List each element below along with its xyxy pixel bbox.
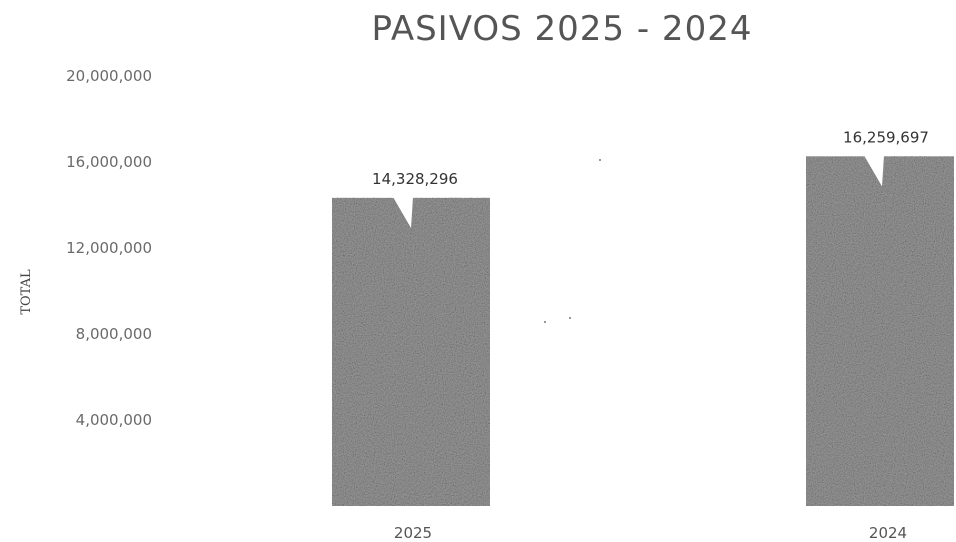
chart-title: PASIVOS 2025 - 2024 bbox=[372, 9, 753, 49]
scan-speck bbox=[569, 317, 571, 319]
data-label-pointer bbox=[393, 196, 413, 228]
y-axis-ticks: 4,000,000 8,000,000 12,000,000 16,000,000 20… bbox=[66, 67, 152, 429]
data-label-2025: 14,328,296 bbox=[372, 170, 458, 188]
y-axis-label: TOTAL bbox=[19, 269, 34, 315]
scan-speck bbox=[599, 159, 601, 161]
x-axis-categories: 2025 2024 bbox=[394, 524, 907, 542]
data-label-2024: 16,259,697 bbox=[843, 128, 929, 146]
data-label-pointer bbox=[864, 155, 884, 187]
y-tick-label: 20,000,000 bbox=[66, 67, 152, 85]
y-tick-label: 4,000,000 bbox=[76, 411, 152, 429]
x-category-label: 2025 bbox=[394, 524, 432, 542]
bars-group: 14,328,296 16,259,697 bbox=[332, 128, 954, 507]
y-tick-label: 16,000,000 bbox=[66, 153, 152, 171]
y-tick-label: 8,000,000 bbox=[76, 325, 152, 343]
y-tick-label: 12,000,000 bbox=[66, 239, 152, 257]
bar-2024 bbox=[806, 156, 954, 507]
bar-2025 bbox=[332, 197, 490, 506]
scan-speck bbox=[544, 321, 546, 323]
x-category-label: 2024 bbox=[869, 524, 907, 542]
